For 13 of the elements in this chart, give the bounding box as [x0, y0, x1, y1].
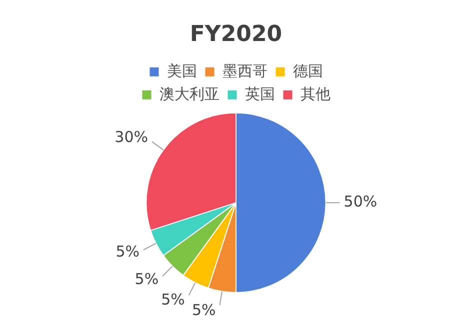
data-label: 5%	[134, 270, 159, 288]
legend-label: 其他	[300, 84, 330, 103]
data-label: 30%	[114, 128, 148, 146]
data-label: 50%	[344, 192, 378, 211]
legend-label: 墨西哥	[222, 62, 268, 80]
legend-label: 美国	[166, 62, 197, 80]
legend-label: 德国	[292, 62, 323, 80]
legend-label: 澳大利亚	[159, 84, 220, 103]
legend-label: 英国	[244, 84, 275, 103]
chart-title: FY2020	[190, 22, 282, 47]
data-label: 5%	[192, 301, 216, 320]
data-label: 5%	[116, 242, 140, 260]
data-label: 5%	[161, 290, 185, 308]
